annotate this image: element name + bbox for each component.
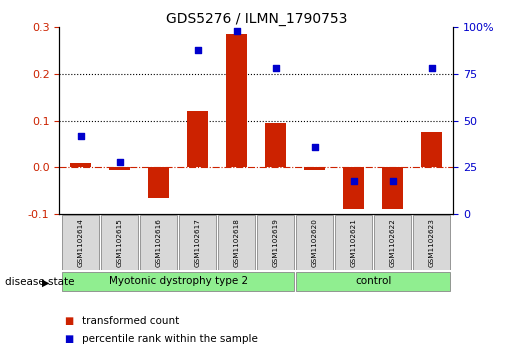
Text: GSM1102617: GSM1102617: [195, 218, 201, 267]
Point: [311, 144, 319, 150]
Bar: [70, 163, 91, 167]
FancyBboxPatch shape: [62, 215, 99, 270]
Text: percentile rank within the sample: percentile rank within the sample: [82, 334, 259, 344]
FancyBboxPatch shape: [335, 215, 372, 270]
Point: [427, 65, 436, 71]
FancyBboxPatch shape: [257, 215, 294, 270]
FancyBboxPatch shape: [374, 215, 411, 270]
Bar: [187, 111, 209, 167]
Text: ▶: ▶: [42, 277, 50, 287]
Text: GSM1102615: GSM1102615: [117, 218, 123, 267]
Point: [389, 178, 397, 183]
FancyBboxPatch shape: [101, 215, 138, 270]
Text: GSM1102619: GSM1102619: [273, 218, 279, 267]
FancyBboxPatch shape: [179, 215, 216, 270]
FancyBboxPatch shape: [297, 272, 451, 291]
Text: GSM1102618: GSM1102618: [234, 218, 239, 267]
FancyBboxPatch shape: [62, 272, 295, 291]
Bar: [109, 167, 130, 170]
Bar: [148, 167, 169, 198]
Text: ■: ■: [64, 334, 74, 344]
Text: GSM1102623: GSM1102623: [429, 218, 435, 267]
Bar: [421, 132, 442, 167]
Text: disease state: disease state: [5, 277, 75, 287]
Point: [271, 65, 280, 71]
Point: [194, 47, 202, 53]
Title: GDS5276 / ILMN_1790753: GDS5276 / ILMN_1790753: [165, 12, 347, 26]
Text: Myotonic dystrophy type 2: Myotonic dystrophy type 2: [109, 276, 248, 286]
Text: transformed count: transformed count: [82, 316, 180, 326]
Bar: [226, 34, 247, 167]
Text: GSM1102616: GSM1102616: [156, 218, 162, 267]
Text: GSM1102622: GSM1102622: [390, 218, 396, 267]
Text: GSM1102614: GSM1102614: [78, 218, 83, 267]
Bar: [304, 167, 325, 170]
Text: GSM1102621: GSM1102621: [351, 218, 357, 267]
FancyBboxPatch shape: [218, 215, 255, 270]
FancyBboxPatch shape: [140, 215, 177, 270]
Text: control: control: [355, 276, 391, 286]
Point: [115, 159, 124, 165]
Text: ■: ■: [64, 316, 74, 326]
Point: [77, 133, 85, 139]
Bar: [343, 167, 365, 209]
Bar: [382, 167, 403, 209]
Point: [154, 217, 163, 223]
Point: [350, 178, 358, 183]
FancyBboxPatch shape: [296, 215, 333, 270]
Text: GSM1102620: GSM1102620: [312, 218, 318, 267]
Point: [233, 28, 241, 34]
FancyBboxPatch shape: [413, 215, 450, 270]
Bar: [265, 123, 286, 167]
